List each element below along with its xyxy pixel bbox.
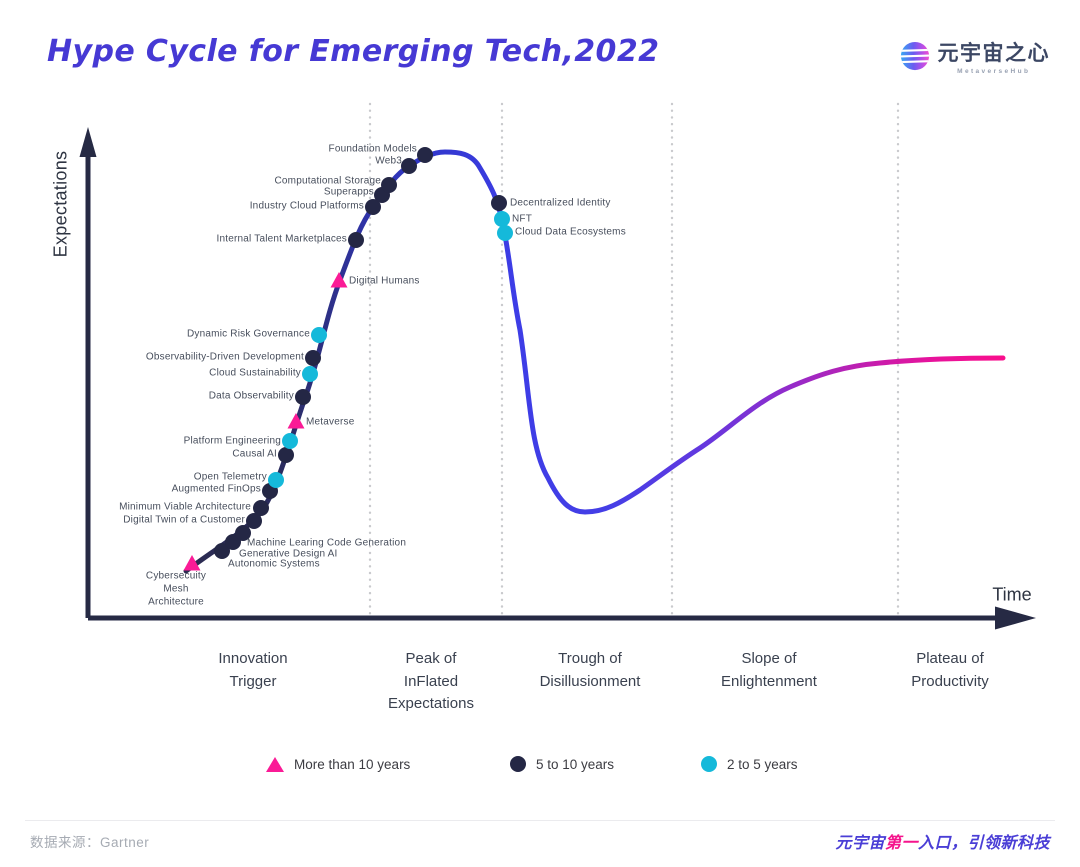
point-label: Generative Design AI <box>239 548 338 560</box>
logo-english-name: MetaverseHub <box>957 68 1031 75</box>
footer-slogan: 元宇宙第一入口，引领新科技 <box>835 829 1050 853</box>
footer-divider <box>25 820 1055 821</box>
metaversehub-logo: 元宇宙之心 MetaverseHub <box>900 37 1051 75</box>
point-marker-circle <box>235 525 251 541</box>
point-label: Web3 <box>375 155 402 167</box>
point-marker-circle <box>365 199 381 215</box>
point-label: Digital Twin of a Customer <box>123 514 245 526</box>
x-axis-arrow-icon <box>995 606 1036 630</box>
slogan-prefix: 元宇宙 <box>835 835 885 852</box>
phase-label: Slope of Enlightenment <box>721 650 817 690</box>
point-label: Open Telemetry <box>193 471 267 483</box>
point-marker-circle <box>278 447 294 463</box>
point-marker-circle <box>253 500 269 516</box>
point-marker-circle <box>246 513 262 529</box>
point-marker-circle <box>417 147 433 163</box>
point-label: Computational Storage <box>274 175 381 187</box>
legend-label: 2 to 5 years <box>727 756 798 772</box>
point-label: Platform Engineering <box>183 435 281 447</box>
slogan-suffix: 入口，引领新科技 <box>917 835 1050 852</box>
point-marker-circle <box>348 232 364 248</box>
y-axis-arrow-icon <box>79 127 97 157</box>
legend-item-5-to-10-years: 5 to 10 years <box>510 755 614 773</box>
point-marker-circle <box>401 158 417 174</box>
phase-label: Trough of Disillusionment <box>539 650 641 690</box>
phase-label: Innovation Trigger <box>218 650 288 690</box>
point-label: Digital Humans <box>349 275 420 287</box>
point-marker-circle <box>295 389 311 405</box>
point-label: Cybersecuity Mesh Architecture <box>145 570 207 608</box>
legend-label: More than 10 years <box>294 756 411 772</box>
logo-text: 元宇宙之心 MetaverseHub <box>938 37 1051 75</box>
point-label: Industry Cloud Platforms <box>249 200 364 212</box>
point-label: Cloud Sustainability <box>209 367 301 379</box>
legend-label: 5 to 10 years <box>536 756 615 772</box>
point-label: Data Observability <box>208 390 294 402</box>
x-axis-label: Time <box>992 584 1032 605</box>
point-marker-circle <box>305 350 321 366</box>
point-label: Augmented FinOps <box>171 483 261 495</box>
page-title: Hype Cycle for Emerging Tech,2022 <box>47 34 660 69</box>
phase-label: Plateau of Productivity <box>911 650 989 690</box>
point-label: Superapps <box>323 186 374 198</box>
point-marker-circle <box>311 327 327 343</box>
point-label: Observability-Driven Development <box>145 351 304 363</box>
point-label: Causal AI <box>232 448 277 460</box>
phase-label: Peak of InFlated Expectations <box>388 650 474 712</box>
point-label: Decentralized Identity <box>510 197 611 209</box>
point-marker-circle <box>214 543 230 559</box>
cyan-circle-marker-icon <box>701 756 717 772</box>
point-label: Dynamic Risk Governance <box>187 328 310 340</box>
point-marker-triangle <box>330 272 348 288</box>
sphere-logo-icon <box>900 41 929 71</box>
y-axis-label: Expectations <box>50 150 71 258</box>
point-marker-circle <box>302 366 318 382</box>
legend-item-2-to-5-years: 2 to 5 years <box>701 755 798 773</box>
point-label: Cloud Data Ecosystems <box>515 226 626 238</box>
point-label: Internal Talent Marketplaces <box>216 233 347 245</box>
point-label: Foundation Models <box>328 143 417 155</box>
slogan-highlight: 第一 <box>884 835 918 852</box>
data-source-text: 数据来源：Gartner <box>30 835 150 850</box>
point-label: NFT <box>512 213 533 225</box>
point-marker-triangle <box>287 413 305 429</box>
point-marker-circle <box>491 195 507 211</box>
point-marker-circle <box>282 433 298 449</box>
legend-item-more-than-10-years: More than 10 years <box>266 755 410 773</box>
point-label: Minimum Viable Architecture <box>119 501 251 513</box>
point-marker-circle <box>497 225 513 241</box>
point-label: Machine Learing Code Generation <box>247 537 407 549</box>
point-marker-triangle <box>183 555 201 571</box>
logo-chinese-name: 元宇宙之心 <box>937 42 1050 65</box>
point-marker-circle <box>494 211 510 227</box>
triangle-marker-icon <box>266 756 284 772</box>
point-marker-circle <box>381 177 397 193</box>
point-marker-circle <box>268 472 284 488</box>
dark-circle-marker-icon <box>510 756 526 772</box>
point-label: Autonomic Systems <box>228 558 320 570</box>
point-label: Metaverse <box>306 416 355 428</box>
